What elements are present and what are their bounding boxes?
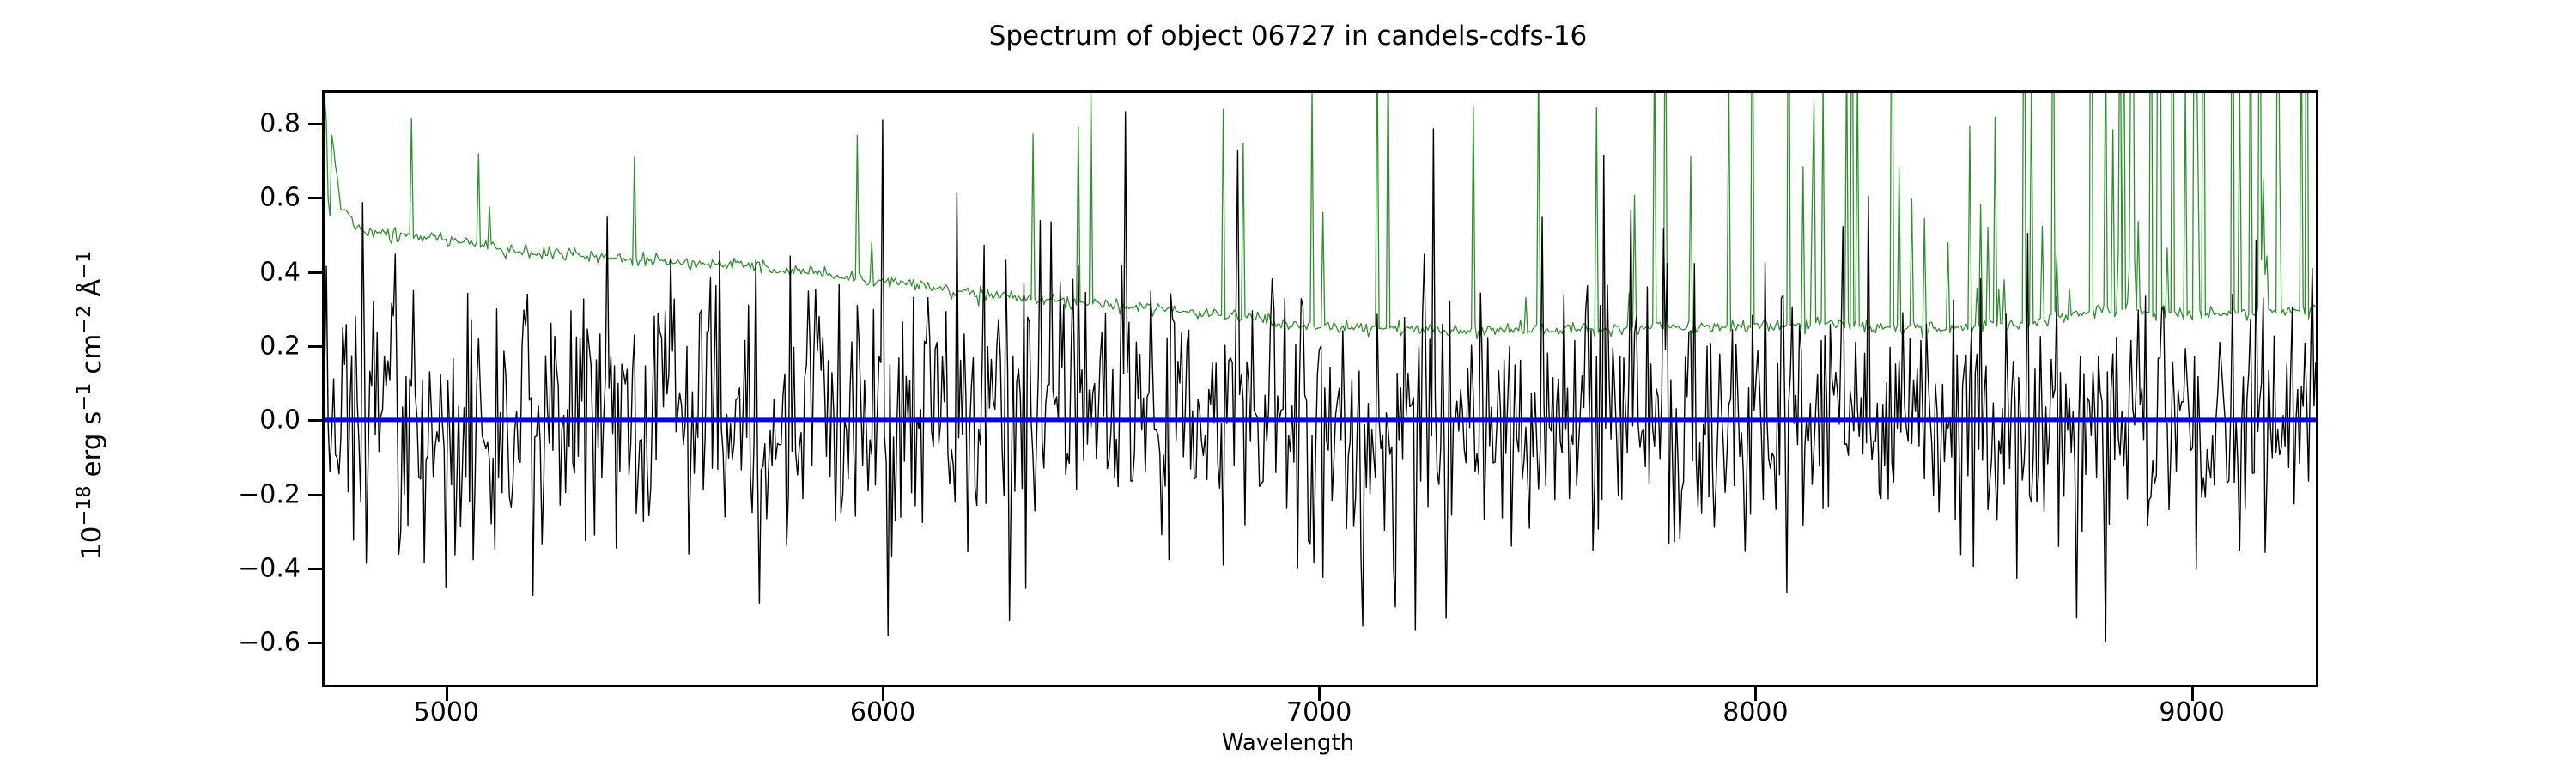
y-tick-label: −0.4 (238, 553, 301, 584)
y-axis-label-exp3: −2 (73, 305, 96, 334)
x-tick-label: 5000 (413, 697, 480, 727)
y-axis-label: 10−18 erg s−1 cm−2 Å−1 (73, 139, 107, 672)
x-tick-label: 6000 (849, 697, 916, 727)
y-tick-label: 0.2 (259, 331, 301, 362)
y-axis-label-exp4: −1 (73, 250, 96, 279)
x-tick-mark (882, 687, 885, 701)
y-tick-mark (308, 493, 322, 496)
x-tick-label: 9000 (2159, 697, 2225, 727)
y-tick-mark (308, 642, 322, 645)
y-axis-label-container: 10−18 erg s−1 cm−2 Å−1 (0, 0, 172, 773)
flux-spectrum-line (325, 111, 2316, 642)
y-tick-mark (308, 344, 322, 348)
y-tick-mark (308, 122, 322, 125)
x-tick-mark (1318, 687, 1321, 701)
y-axis-label-mantissa: 10 (76, 526, 107, 560)
y-tick-label: 0.6 (259, 182, 301, 213)
error-spectrum-line (325, 93, 2316, 340)
y-tick-mark (308, 419, 322, 423)
y-tick-label: 0.0 (259, 405, 301, 435)
y-axis-tick-labels: 0.8 0.6 0.4 0.2 0.0 −0.2 −0.4 −0.6 (185, 0, 301, 773)
y-axis-label-mid3: Å (76, 278, 107, 306)
y-axis-label-exp1: −18 (73, 485, 96, 526)
y-tick-label: 0.4 (259, 257, 301, 288)
x-tick-mark (2190, 687, 2194, 701)
x-axis-label: Wavelength (1221, 730, 1355, 756)
x-tick-label: 8000 (1722, 697, 1789, 727)
page-title: Spectrum of object 06727 in candels-cdfs… (988, 21, 1588, 52)
y-axis-label-mid2: cm (76, 333, 107, 383)
y-tick-mark (308, 567, 322, 570)
y-axis-label-exp2: −1 (73, 382, 96, 411)
x-tick-mark (1754, 687, 1758, 701)
x-tick-mark (445, 687, 448, 701)
spectrum-plot-area (325, 93, 2316, 642)
y-tick-label: 0.8 (259, 108, 301, 139)
y-tick-label: −0.6 (238, 627, 301, 658)
y-tick-label: −0.2 (238, 479, 301, 510)
plot-axes-frame (322, 90, 2318, 687)
y-tick-mark (308, 271, 322, 274)
x-tick-label: 7000 (1286, 697, 1352, 727)
y-axis-label-mid1: erg s (76, 411, 107, 486)
y-tick-mark (308, 197, 322, 200)
